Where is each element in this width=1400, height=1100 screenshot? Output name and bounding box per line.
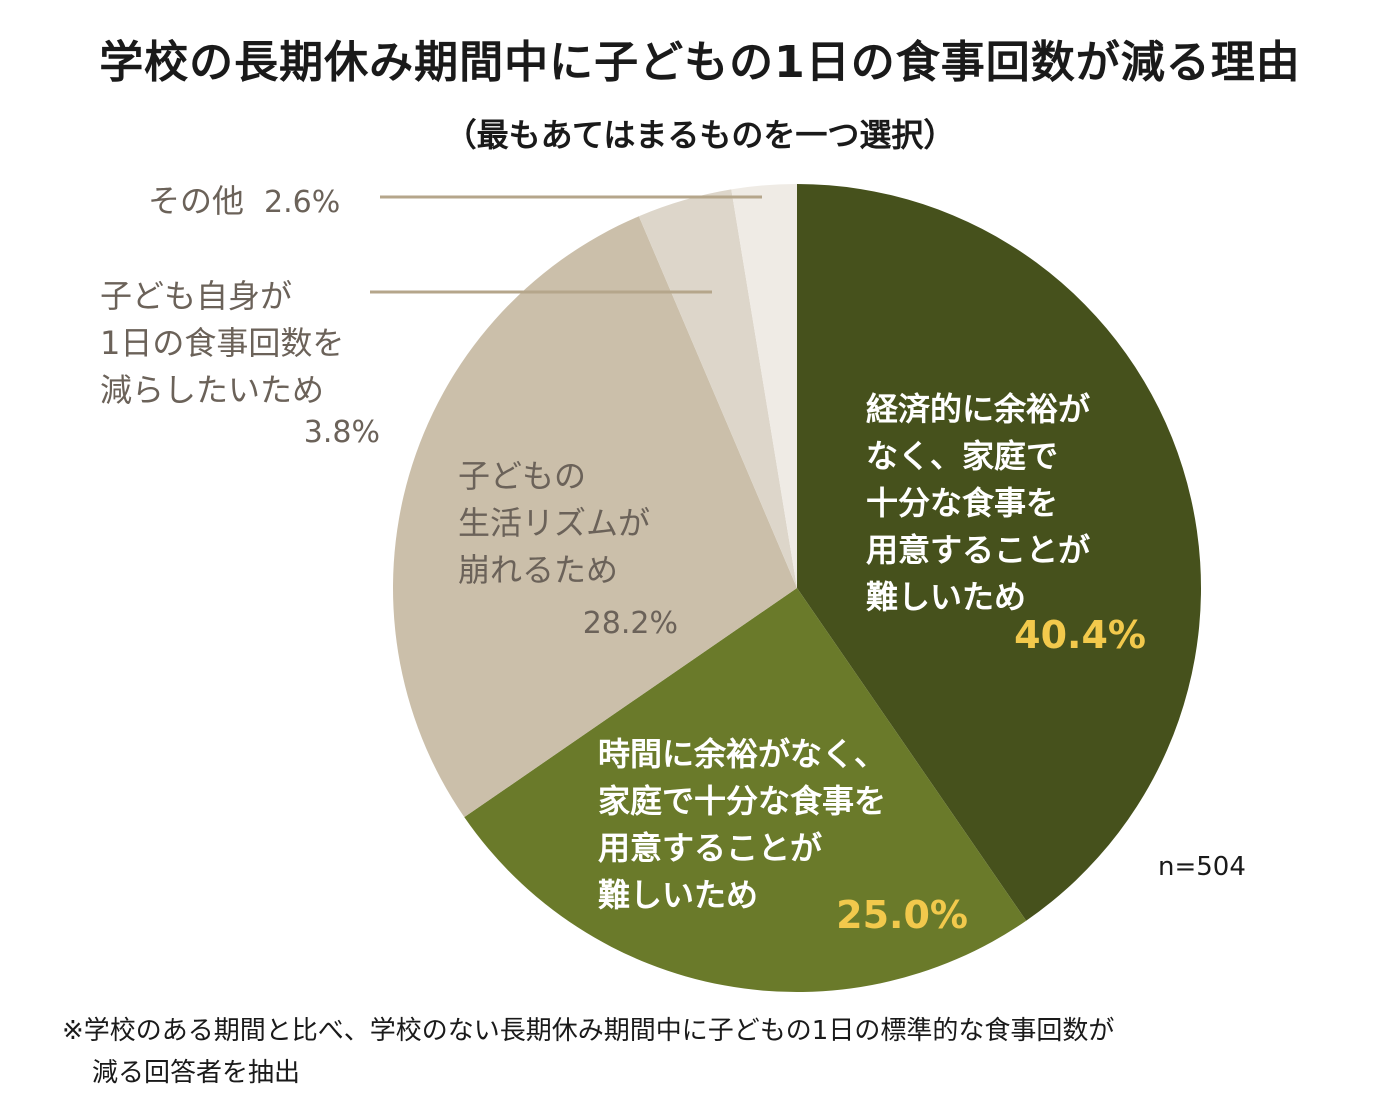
slice-label-1-line-3: 難しいため — [598, 876, 758, 914]
slice-value-0: 40.4% — [1014, 613, 1146, 657]
footnote-line-1: ※学校のある期間と比べ、学校のない長期休み期間中に子どもの1日の標準的な食事回数… — [62, 1016, 1115, 1046]
slice-label-2-line-2: 崩れるため — [458, 551, 618, 589]
slice-label-3-line-0: 子ども自身が — [100, 277, 292, 315]
pie-slice-4 — [731, 184, 797, 588]
slice-label-0-line-4: 難しいため — [866, 578, 1026, 616]
slice-label-2-line-1: 生活リズムが — [458, 504, 650, 542]
slice-label-0-line-2: 十分な食事を — [866, 484, 1058, 522]
slice-value-1: 25.0% — [836, 893, 968, 937]
pie-slice-3 — [638, 189, 797, 588]
slice-label-0-line-1: なく、家庭で — [866, 437, 1058, 475]
chart-subtitle: （最もあてはまるものを一つ選択） — [444, 116, 956, 154]
slice-label-3-line-2: 減らしたいため — [100, 371, 324, 409]
slice-value-2: 28.2% — [583, 606, 678, 641]
pie-slice-2 — [393, 216, 797, 818]
slice-label-0-line-3: 用意することが — [866, 531, 1090, 569]
chart-title: 学校の長期休み期間中に子どもの1日の食事回数が減る理由 — [99, 37, 1301, 88]
footnote-line-2: 減る回答者を抽出 — [92, 1058, 301, 1088]
slice-value-4: 2.6% — [264, 185, 340, 220]
slice-label-2-line-0: 子どもの — [458, 457, 586, 495]
slice-label-4-line-0: その他 — [148, 182, 244, 220]
pie-slice-0 — [797, 184, 1201, 921]
sample-size-label: n=504 — [1158, 852, 1246, 882]
slice-label-3-line-1: 1日の食事回数を — [100, 324, 344, 362]
slice-value-3: 3.8% — [304, 415, 380, 450]
pie-slice-1 — [464, 588, 1027, 992]
footnote: ※学校のある期間と比べ、学校のない長期休み期間中に子どもの1日の標準的な食事回数… — [62, 1010, 1362, 1094]
slice-label-0-line-0: 経済的に余裕が — [866, 390, 1090, 428]
slice-label-1-line-1: 家庭で十分な食事を — [598, 782, 886, 820]
slice-label-1-line-0: 時間に余裕がなく、 — [598, 735, 886, 773]
slice-label-1-line-2: 用意することが — [598, 829, 822, 867]
